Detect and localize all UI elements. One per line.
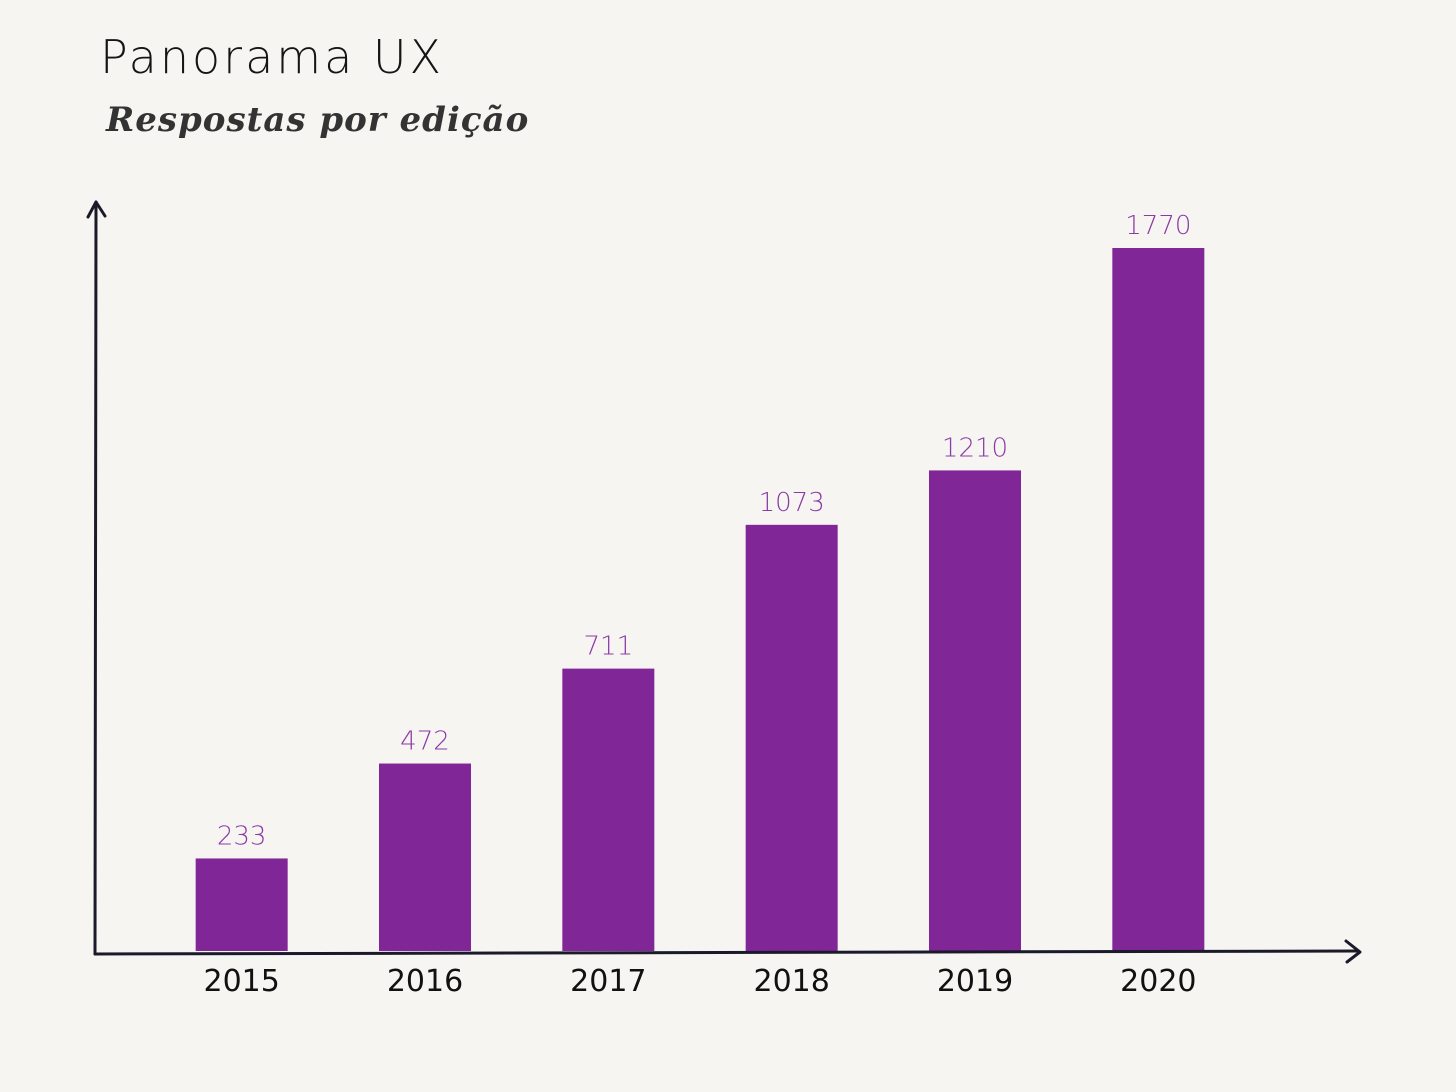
bar-2018 [745,524,838,951]
value-label-2015: 233 [217,821,267,851]
x-axis-arrowhead [1344,939,1362,964]
x-tick-label-2015: 2015 [203,964,279,999]
bar-2015 [195,858,288,951]
value-label-2020: 1770 [1125,211,1191,241]
value-label-2018: 1073 [759,488,825,518]
chart-subtitle: Respostas por edição [106,100,530,140]
x-axis [93,949,1360,956]
y-axis [93,200,98,956]
x-tick-label-2017: 2017 [570,964,646,999]
value-label-2016: 472 [400,727,450,757]
x-tick-label-2018: 2018 [753,964,829,999]
value-labels-layer: 233 472 711 1073 1210 1770 [217,211,1192,851]
bars-layer [195,248,1205,951]
x-tick-label-2016: 2016 [387,964,463,999]
x-tick-label-2019: 2019 [937,964,1013,999]
value-label-2017: 711 [584,632,634,662]
chart-title: Panorama UX [100,30,445,84]
tick-labels-layer: 2015 2016 2017 2018 2019 2020 [203,964,1196,999]
bar-2020 [1112,248,1205,951]
y-axis-arrowhead [86,200,107,219]
bar-2016 [379,763,471,951]
x-tick-label-2020: 2020 [1120,964,1196,999]
bar-2017 [562,668,655,951]
bar-2019 [929,470,1021,951]
value-label-2019: 1210 [942,433,1008,463]
